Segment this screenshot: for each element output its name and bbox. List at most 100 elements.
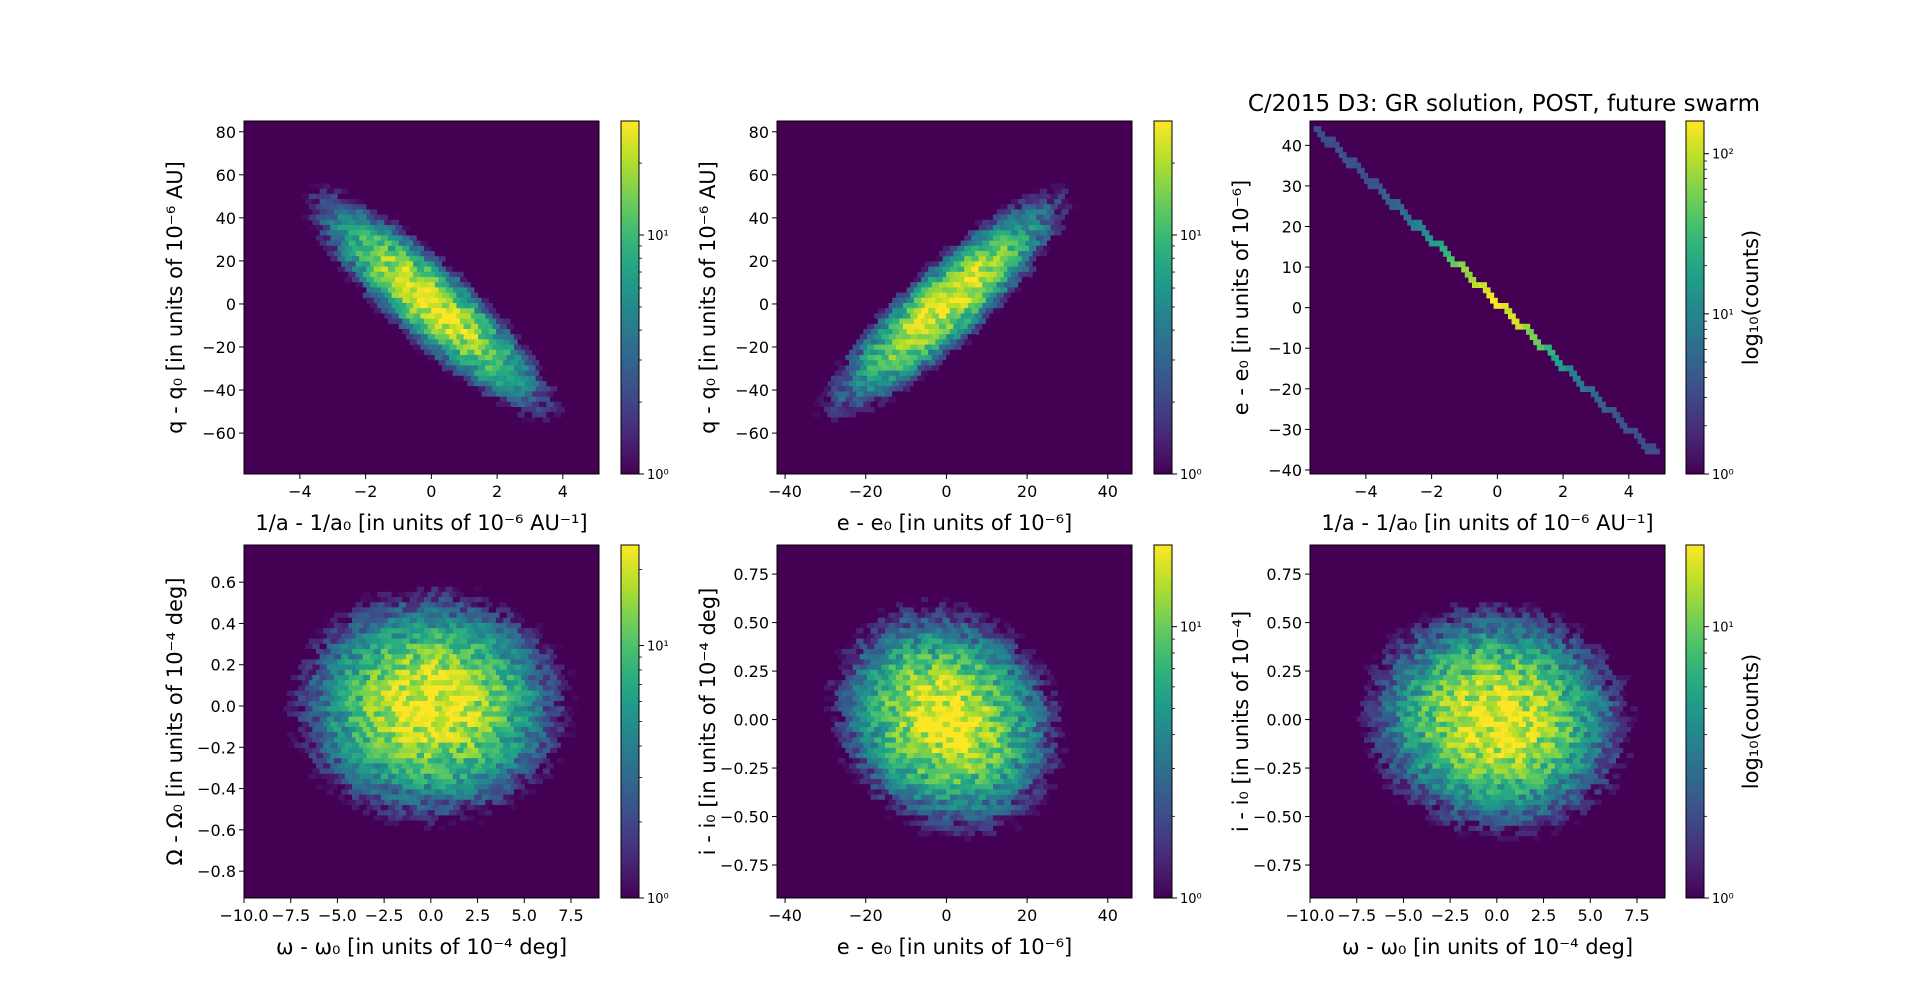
hexbin-cell	[294, 638, 303, 645]
hexbin-cell	[420, 334, 429, 340]
hexbin-cell	[996, 240, 1005, 247]
hexbin-cell	[348, 623, 357, 629]
hexbin-cell	[478, 313, 486, 320]
hexbin-cell	[1025, 199, 1034, 205]
hexbin-cell	[957, 256, 965, 262]
hexbin-cell	[996, 292, 1005, 299]
hexbin-cell	[838, 664, 846, 671]
hexbin-cell	[506, 737, 515, 744]
hexbin-cell	[326, 209, 335, 216]
hexbin-cell	[521, 633, 529, 640]
hexbin-cell	[856, 638, 864, 645]
hexbin-cell	[1018, 271, 1026, 278]
hexbin-cell	[334, 675, 342, 681]
hexbin-cell	[528, 716, 537, 723]
hexbin-cell	[517, 597, 526, 603]
hexbin-cell	[380, 825, 389, 832]
hexbin-cell	[1403, 214, 1412, 221]
hexbin-cell	[557, 407, 565, 413]
hexbin-cell	[442, 675, 450, 681]
hexbin-cell	[373, 245, 382, 252]
hexbin-cell	[467, 638, 475, 645]
hexbin-cell	[528, 355, 537, 361]
hexbin-cell	[1000, 204, 1008, 210]
hexbin-cell	[445, 638, 454, 645]
hexbin-cell	[316, 617, 324, 624]
hexbin-cell	[496, 360, 504, 366]
hexbin-cell	[982, 737, 990, 744]
colorbar	[620, 544, 640, 899]
hexbin-cell	[456, 706, 465, 712]
y-tick-label: −10	[1268, 339, 1302, 358]
hexbin-cell	[319, 706, 328, 712]
hexbin-cell	[989, 282, 998, 288]
hexbin-cell	[546, 701, 555, 707]
hexbin-cell	[957, 266, 965, 273]
hexbin-cell	[316, 565, 324, 572]
hexbin-cell	[514, 323, 522, 330]
hexbin-cell	[971, 628, 980, 634]
hexbin-cell	[460, 659, 468, 666]
hexbin-cell	[449, 612, 457, 619]
hexbin-cell	[384, 313, 393, 320]
hexbin-cell	[431, 628, 439, 634]
hexbin-cell	[424, 711, 432, 718]
hexbin-cell	[341, 602, 349, 608]
hexbin-cell	[326, 654, 335, 660]
hexbin-cell	[506, 779, 515, 785]
hexbin-cell	[942, 339, 951, 346]
hexbin-cell	[298, 768, 306, 775]
hexbin-cell	[568, 649, 576, 655]
hexbin-cell	[885, 753, 893, 759]
hexbin-cell	[1032, 261, 1041, 268]
hexbin-cell	[499, 375, 508, 382]
hexbin-cell	[557, 664, 565, 671]
hexbin-cell	[528, 841, 537, 848]
hexbin-cell	[294, 711, 303, 718]
hexbin-cell	[524, 680, 533, 686]
hexbin-cell	[1039, 758, 1048, 764]
hexbin-cell	[971, 245, 980, 252]
hexbin-cell	[1036, 721, 1044, 728]
hexbin-cell	[831, 396, 839, 403]
hexbin-cell	[398, 251, 407, 257]
hexbin-cell	[975, 303, 983, 309]
hexbin-cell	[463, 375, 472, 382]
hexbin-cell	[377, 716, 385, 723]
hexbin-cell	[467, 565, 475, 572]
hexbin-cell	[485, 664, 493, 671]
hexbin-cell	[395, 586, 403, 593]
hexbin-cell	[362, 758, 371, 764]
hexbin-cell	[431, 277, 439, 283]
hexbin-cell	[406, 323, 414, 330]
hexbin-cell	[571, 675, 580, 681]
hexbin-cell	[330, 245, 339, 252]
hexbin-cell	[553, 638, 562, 645]
hexbin-cell	[359, 204, 367, 210]
hexbin-cell	[406, 591, 414, 598]
hexbin-cell	[470, 282, 479, 288]
y-tick-label: 10	[1282, 258, 1302, 277]
hexbin-cell	[308, 763, 317, 770]
hexbin-cell	[330, 669, 339, 676]
hexbin-cell	[542, 685, 551, 692]
hexbin-cell	[899, 617, 908, 624]
hexbin-cell	[499, 623, 508, 629]
hexbin-cell	[532, 433, 540, 439]
hexbin-cell	[939, 706, 947, 712]
y-axis-label: Ω - Ω₀ [in units of 10⁻⁴ deg]	[163, 577, 187, 865]
hexbin-cell	[885, 659, 893, 666]
hexbin-cell	[532, 742, 540, 749]
hexbin-cell	[290, 716, 299, 723]
hexbin-cell	[492, 407, 501, 413]
hexbin-cell	[409, 794, 418, 801]
hexbin-cell	[967, 292, 976, 299]
hexbin-cell	[823, 591, 832, 598]
hexbin-cell	[449, 654, 457, 660]
hexbin-cell	[877, 669, 886, 676]
hexbin-cell	[478, 654, 486, 660]
hexbin-cell	[431, 339, 439, 346]
hexbin-cell	[1057, 193, 1066, 200]
hexbin-cell	[323, 193, 331, 200]
